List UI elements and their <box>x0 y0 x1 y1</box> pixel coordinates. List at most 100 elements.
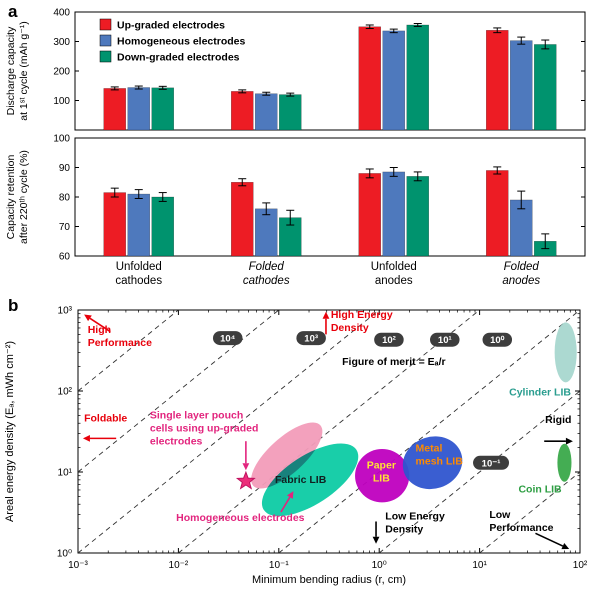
fom-label-box <box>374 332 404 347</box>
y-axis-label: at 1ˢᵗ cycle (mAh g⁻¹) <box>18 21 30 121</box>
cylinder-lib-label: Cylinder LIB <box>509 386 571 398</box>
pouch-cells-label: electrodes <box>150 435 203 447</box>
foldable-label: Foldable <box>84 413 127 425</box>
high-energy-density-label: High Energy <box>331 309 393 321</box>
high-energy-density-label: Density <box>331 322 369 334</box>
bar-subplot-0: 100 200 300 400 Discharge capacity at 1ˢᵗ cyc… <box>5 8 586 131</box>
bar <box>358 173 381 257</box>
bar <box>103 88 126 131</box>
fom-line <box>479 471 580 553</box>
x-tick-label: 10⁻¹ <box>269 560 289 571</box>
region-cylinder-lib <box>554 322 577 383</box>
y-axis-label: after 220ᵗʰ cycle (%) <box>18 150 30 244</box>
x-tick-label: 10⁻³ <box>68 560 88 571</box>
bar <box>382 171 405 257</box>
high-performance-label: High <box>88 324 111 336</box>
bar-charts-panel: 100 200 300 400 Discharge capacity at 1ˢᵗ cyc… <box>5 8 586 287</box>
bar <box>534 44 557 131</box>
bar <box>486 170 509 257</box>
fom-label-box <box>212 331 243 346</box>
fom-line <box>78 310 380 553</box>
y-tick-label: 10¹ <box>58 468 73 479</box>
bar <box>127 87 150 131</box>
panel-b-label: b <box>8 296 19 315</box>
region-paper-lib <box>355 448 410 503</box>
pouch-cells-label: Single layer pouch <box>150 409 243 421</box>
fom-line <box>178 310 480 553</box>
fom-line <box>78 310 179 392</box>
y-tick-label: 100 <box>53 134 70 145</box>
low-performance-label: Low <box>489 509 511 521</box>
bar <box>510 40 533 131</box>
legend-label: Homogeneous electrodes <box>117 36 246 48</box>
bar <box>406 24 429 131</box>
category-label: cathodes <box>243 275 290 287</box>
category-label: Unfolded <box>116 261 162 273</box>
pouch-cells-arrow <box>242 441 250 471</box>
rigid-arrow <box>544 437 573 445</box>
category-label: Folded <box>504 261 540 273</box>
y-tick-label: 90 <box>59 163 71 174</box>
paper-lib-label: Paper <box>367 460 396 472</box>
fom-label: 10¹ <box>438 335 452 346</box>
legend-label: Down-graded electrodes <box>117 52 240 64</box>
bar <box>231 182 254 257</box>
fom-label: 10⁴ <box>220 334 236 345</box>
fabric-lib-label: Fabric LIB <box>275 474 327 486</box>
bar <box>151 87 174 131</box>
fom-line <box>278 310 580 553</box>
foldable-arrow <box>82 434 117 442</box>
bar <box>255 208 278 257</box>
high-energy-density-arrow <box>322 311 330 335</box>
figure-of-merit-label: Figure of merit = Eₐ/r <box>342 356 445 368</box>
y-tick-label: 400 <box>53 8 70 19</box>
x-axis-label: Minimum bending radius (r, cm) <box>252 574 406 586</box>
pouch-cells-label: cells using up-graded <box>150 422 259 434</box>
bar <box>151 196 174 257</box>
y-tick-label: 100 <box>53 96 70 107</box>
legend-label: Up-graded electrodes <box>117 20 225 32</box>
coin-lib-label: Coin LIB <box>518 483 562 495</box>
y-tick-label: 10³ <box>58 306 73 317</box>
fom-label-box <box>430 332 460 347</box>
x-tick-label: 10⁻² <box>169 560 189 571</box>
bar-subplot-1: 60 70 80 90 100 Capacity retention after 220ᵗʰ… <box>5 134 586 263</box>
category-label: cathodes <box>115 275 162 287</box>
y-axis-label: Areal energy density (Eₐ, mWh cm⁻²) <box>4 341 16 522</box>
y-tick-label: 70 <box>59 222 71 233</box>
low-performance-label: Performance <box>489 522 553 534</box>
high-performance-label: Performance <box>88 337 152 349</box>
figure-of-merit-chart: 10⁻³ 10⁻² 10⁻¹ 10⁰ 10¹ 10² 10⁰ 10¹ 10² 10³ Minimum… <box>4 306 588 587</box>
category-label: anodes <box>502 275 540 287</box>
bar <box>358 26 381 131</box>
region-metal-mesh-lib <box>402 436 463 490</box>
y-tick-label: 80 <box>59 193 71 204</box>
fom-label: 10³ <box>304 334 318 345</box>
low-performance-arrow <box>535 532 570 550</box>
fom-label: 10⁻¹ <box>482 458 501 469</box>
plot-frame <box>77 309 581 554</box>
category-label: anodes <box>375 275 413 287</box>
low-energy-density-label: Low Energy <box>385 510 445 522</box>
legend-swatch <box>99 34 112 47</box>
homogeneous-arrow <box>280 491 294 513</box>
bar <box>406 176 429 257</box>
category-label: Folded <box>249 261 285 273</box>
fom-label: 10⁰ <box>490 335 505 346</box>
bar <box>231 91 254 131</box>
y-tick-label: 60 <box>59 252 71 263</box>
legend-swatch <box>99 50 112 63</box>
x-tick-label: 10⁰ <box>372 560 387 571</box>
y-tick-label: 200 <box>53 67 70 78</box>
fom-lines <box>78 310 580 553</box>
region-coin-lib <box>557 443 572 482</box>
rigid-label: Rigid <box>545 414 571 426</box>
low-energy-density-label: Density <box>385 523 423 535</box>
fom-label: 10² <box>382 335 396 346</box>
category-label: Unfolded <box>371 261 417 273</box>
y-axis-label: Capacity retention <box>5 155 17 240</box>
fom-label-box <box>473 455 510 470</box>
bar <box>255 93 278 131</box>
bar <box>103 192 126 257</box>
